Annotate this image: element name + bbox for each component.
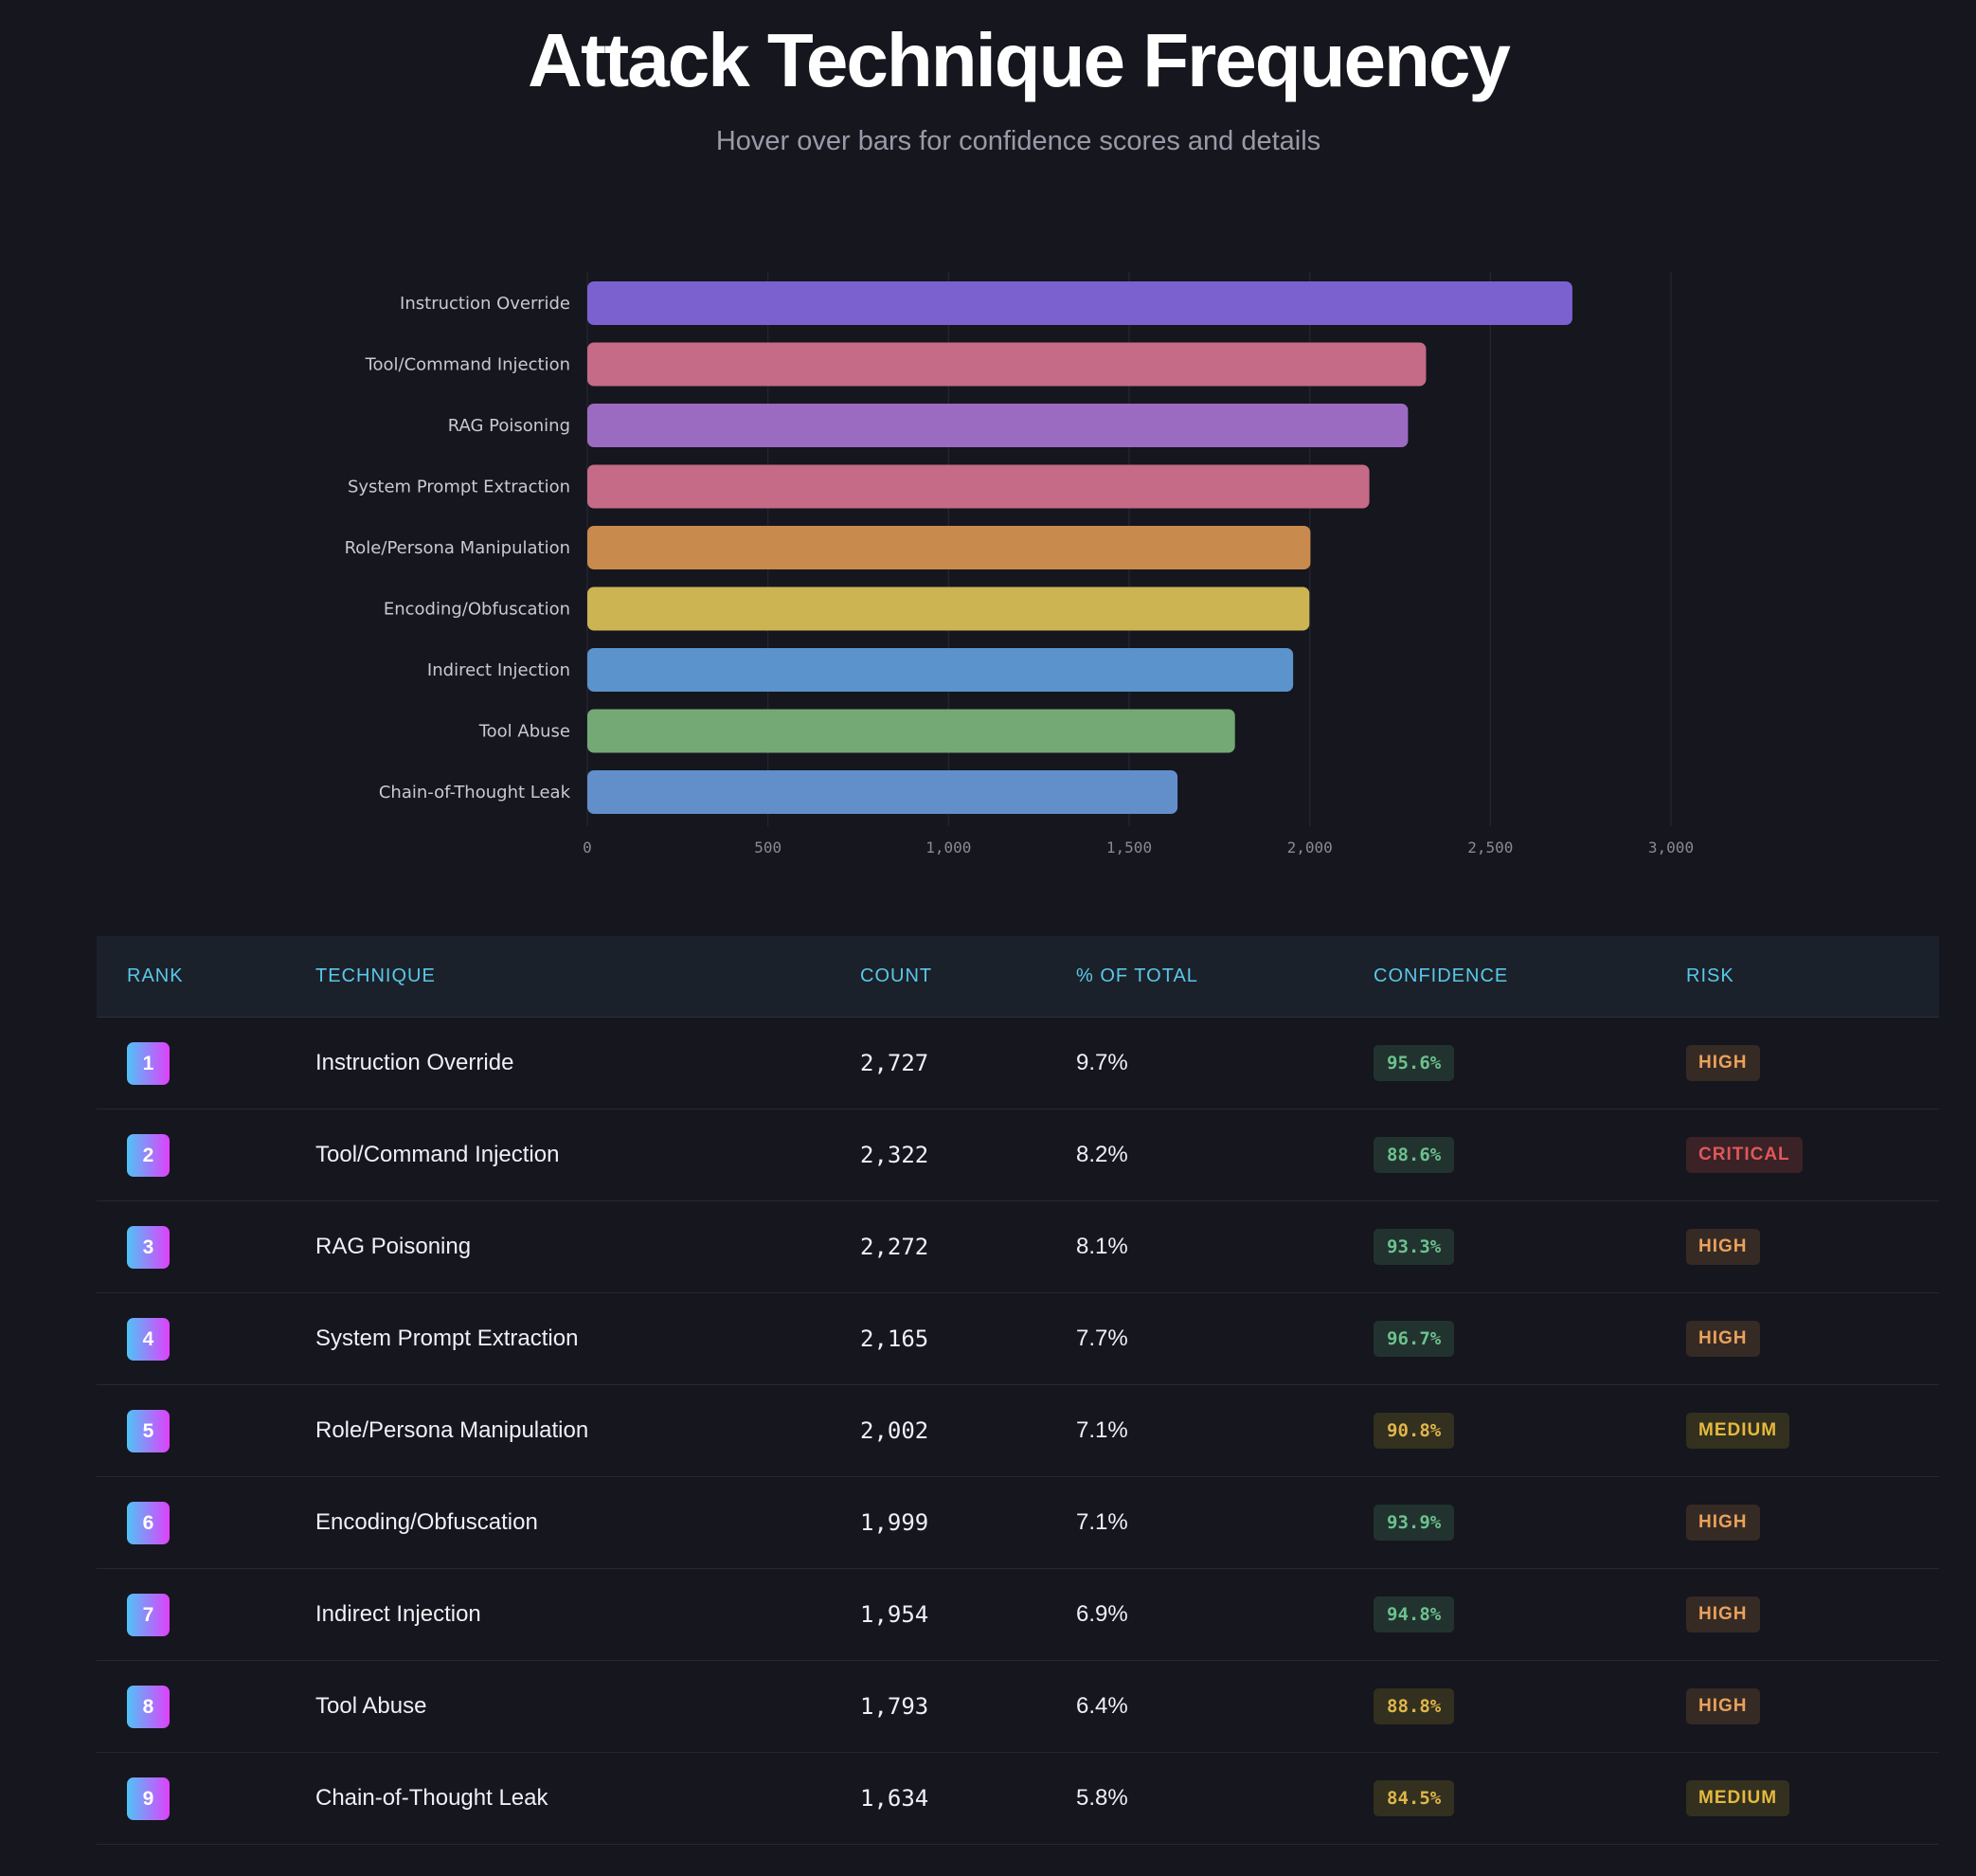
- bar[interactable]: [587, 404, 1409, 447]
- rank-badge: 2: [127, 1133, 170, 1177]
- risk-badge: MEDIUM: [1686, 1780, 1790, 1816]
- y-category-label: Tool Abuse: [478, 722, 570, 742]
- risk-badge: MEDIUM: [1686, 1413, 1790, 1449]
- confidence-badge: 88.8%: [1374, 1688, 1455, 1724]
- bar[interactable]: [587, 464, 1370, 509]
- y-category-label: Encoding/Obfuscation: [384, 600, 570, 620]
- y-category-label: Instruction Override: [400, 294, 570, 314]
- pct-cell: 7.7%: [1076, 1292, 1374, 1385]
- count-cell: 2,272: [860, 1200, 1076, 1293]
- x-tick-label: 0: [583, 839, 592, 857]
- table-row[interactable]: 4 System Prompt Extraction 2,165 7.7% 96.7% H…: [97, 1292, 1939, 1385]
- confidence-badge: 88.6%: [1374, 1137, 1455, 1173]
- table-row[interactable]: 7 Indirect Injection 1,954 6.9% 94.8% HIGH: [97, 1568, 1939, 1661]
- risk-badge: CRITICAL: [1686, 1137, 1803, 1173]
- count-cell: 1,634: [860, 1752, 1076, 1845]
- technique-cell: Chain-of-Thought Leak: [315, 1752, 860, 1845]
- bar[interactable]: [587, 770, 1178, 814]
- bar[interactable]: [587, 342, 1427, 387]
- pct-cell: 8.1%: [1076, 1200, 1374, 1293]
- table-row[interactable]: 2 Tool/Command Injection 2,322 8.2% 88.6% CRI…: [97, 1109, 1939, 1201]
- table-row[interactable]: 5 Role/Persona Manipulation 2,002 7.1% 90.8%…: [97, 1384, 1939, 1477]
- y-category-label: Indirect Injection: [427, 660, 570, 680]
- bar[interactable]: [587, 648, 1294, 692]
- count-cell: 1,793: [860, 1660, 1076, 1753]
- technique-cell: Indirect Injection: [315, 1568, 860, 1661]
- header-rank[interactable]: RANK: [97, 936, 315, 1018]
- technique-cell: Encoding/Obfuscation: [315, 1476, 860, 1569]
- technique-cell: Instruction Override: [315, 1017, 860, 1109]
- bar[interactable]: [587, 586, 1310, 631]
- page-subtitle: Hover over bars for confidence scores an…: [715, 126, 1321, 156]
- rank-badge: 3: [127, 1225, 170, 1269]
- rank-badge: 4: [127, 1317, 170, 1361]
- pct-cell: 9.7%: [1076, 1017, 1374, 1109]
- pct-cell: 5.8%: [1076, 1752, 1374, 1845]
- technique-cell: Tool/Command Injection: [315, 1109, 860, 1201]
- y-category-label: Role/Persona Manipulation: [345, 538, 570, 558]
- confidence-badge: 93.9%: [1374, 1505, 1455, 1541]
- y-category-label: RAG Poisoning: [448, 416, 570, 436]
- confidence-badge: 90.8%: [1374, 1413, 1455, 1449]
- x-tick-label: 1,500: [1106, 839, 1152, 857]
- y-category-label: Tool/Command Injection: [365, 355, 570, 375]
- rank-badge: 6: [127, 1501, 170, 1544]
- count-cell: 2,165: [860, 1292, 1076, 1385]
- rank-badge: 1: [127, 1041, 170, 1085]
- table-row[interactable]: 1 Instruction Override 2,727 9.7% 95.6% HIGH: [97, 1017, 1939, 1109]
- x-tick-label: 1,000: [925, 839, 971, 857]
- count-cell: 2,002: [860, 1384, 1076, 1477]
- x-tick-label: 2,000: [1287, 839, 1333, 857]
- confidence-badge: 94.8%: [1374, 1596, 1455, 1632]
- rank-badge: 9: [127, 1777, 170, 1820]
- page-title: Attack Technique Frequency: [528, 18, 1511, 102]
- risk-badge: HIGH: [1686, 1505, 1760, 1541]
- bar-chart: 0 500 1,000 1,500 2,000 2,500 3,000 Instruction…: [345, 272, 1694, 857]
- confidence-badge: 93.3%: [1374, 1229, 1455, 1265]
- risk-badge: HIGH: [1686, 1596, 1760, 1632]
- technique-cell: Tool Abuse: [315, 1660, 860, 1753]
- count-cell: 1,954: [860, 1568, 1076, 1661]
- pct-cell: 7.1%: [1076, 1384, 1374, 1477]
- technique-cell: Role/Persona Manipulation: [315, 1384, 860, 1477]
- header-count[interactable]: COUNT: [860, 936, 1076, 1018]
- header-confidence[interactable]: CONFIDENCE: [1374, 936, 1686, 1018]
- header-technique[interactable]: TECHNIQUE: [315, 936, 860, 1018]
- risk-badge: HIGH: [1686, 1688, 1760, 1724]
- header-pct[interactable]: % OF TOTAL: [1076, 936, 1374, 1018]
- technique-table: RANK TECHNIQUE COUNT % OF TOTAL CONFIDEN…: [97, 936, 1939, 1845]
- table-row[interactable]: 9 Chain-of-Thought Leak 1,634 5.8% 84.5% MEDI…: [97, 1752, 1939, 1845]
- bar[interactable]: [587, 526, 1311, 569]
- rank-badge: 7: [127, 1593, 170, 1636]
- count-cell: 2,322: [860, 1109, 1076, 1201]
- pct-cell: 6.9%: [1076, 1568, 1374, 1661]
- risk-badge: HIGH: [1686, 1229, 1760, 1265]
- table-row[interactable]: 3 RAG Poisoning 2,272 8.1% 93.3% HIGH: [97, 1200, 1939, 1293]
- y-category-label: Chain-of-Thought Leak: [379, 783, 571, 803]
- count-cell: 1,999: [860, 1476, 1076, 1569]
- confidence-badge: 95.6%: [1374, 1045, 1455, 1081]
- technique-cell: System Prompt Extraction: [315, 1292, 860, 1385]
- header-risk[interactable]: RISK: [1686, 936, 1939, 1018]
- bar[interactable]: [587, 709, 1235, 753]
- rank-badge: 8: [127, 1685, 170, 1728]
- pct-cell: 7.1%: [1076, 1476, 1374, 1569]
- confidence-badge: 96.7%: [1374, 1321, 1455, 1357]
- table-header-row: RANK TECHNIQUE COUNT % OF TOTAL CONFIDEN…: [97, 936, 1939, 1018]
- technique-cell: RAG Poisoning: [315, 1200, 860, 1293]
- pct-cell: 6.4%: [1076, 1660, 1374, 1753]
- bar[interactable]: [587, 281, 1572, 325]
- confidence-badge: 84.5%: [1374, 1780, 1455, 1816]
- x-tick-label: 2,500: [1467, 839, 1513, 857]
- risk-badge: HIGH: [1686, 1045, 1760, 1081]
- risk-badge: HIGH: [1686, 1321, 1760, 1357]
- x-tick-label: 500: [754, 839, 781, 857]
- pct-cell: 8.2%: [1076, 1109, 1374, 1201]
- table-row[interactable]: 8 Tool Abuse 1,793 6.4% 88.8% HIGH: [97, 1660, 1939, 1753]
- rank-badge: 5: [127, 1409, 170, 1452]
- count-cell: 2,727: [860, 1017, 1076, 1109]
- table-row[interactable]: 6 Encoding/Obfuscation 1,999 7.1% 93.9% HIGH: [97, 1476, 1939, 1569]
- x-tick-label: 3,000: [1648, 839, 1694, 857]
- y-category-label: System Prompt Extraction: [348, 478, 570, 497]
